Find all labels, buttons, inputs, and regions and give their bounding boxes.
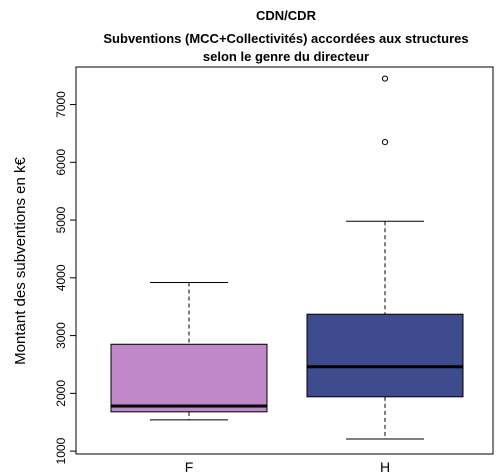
boxes-layer [110,75,464,440]
y-tick-label: 6000 [54,149,68,176]
y-axis-label: Montant des subventions en k€ [12,157,29,365]
y-tick-label: 4000 [54,264,68,291]
outlier-point [381,75,389,82]
iqr-box [306,313,464,398]
box-H [306,75,464,440]
outlier-point [381,138,389,146]
x-category-label: F [185,459,194,474]
chart-title-line-1: CDN/CDR [256,8,317,23]
y-tick-label: 7000 [54,91,68,118]
chart-title: CDN/CDR Subventions (MCC+Collectivités) … [103,8,468,64]
box-F [110,281,268,421]
chart-title-line-3: selon le genre du directeur [203,49,369,64]
y-tick-label: 1000 [54,437,68,464]
iqr-box [110,343,268,413]
y-tick-label: 2000 [54,380,68,407]
y-tick-label: 5000 [54,206,68,233]
y-tick-label: 3000 [54,322,68,349]
chart-title-line-2: Subventions (MCC+Collectivités) accordée… [103,31,468,46]
x-category-label: H [380,459,390,474]
y-axis-ticks: 1000 2000 3000 4000 5000 6000 7000 [54,91,76,464]
